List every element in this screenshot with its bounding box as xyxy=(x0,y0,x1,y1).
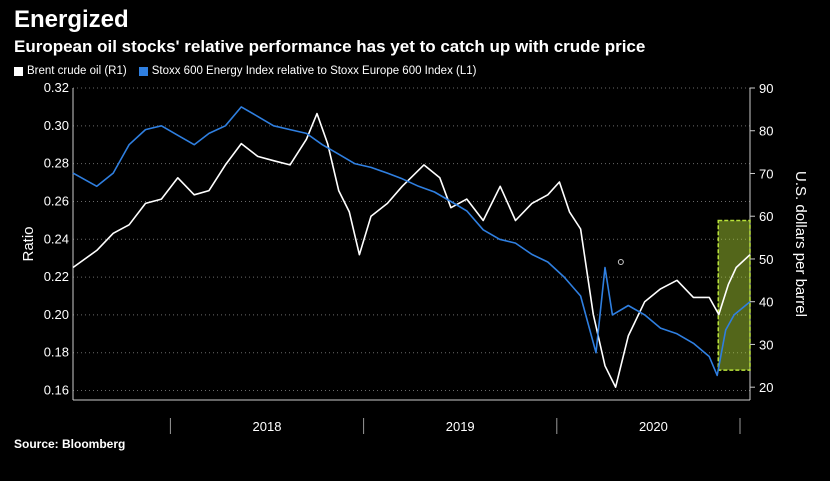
y-left-tick-label: 0.28 xyxy=(44,156,69,171)
legend-label-brent: Brent crude oil (R1) xyxy=(27,65,127,77)
y-right-tick-label: 30 xyxy=(759,337,773,352)
y-left-tick-label: 0.30 xyxy=(44,118,69,133)
y-right-tick-label: 40 xyxy=(759,295,773,310)
series-line-stoxx xyxy=(72,106,751,377)
y-left-tick-label: 0.32 xyxy=(44,80,69,95)
source-note: Source: Bloomberg xyxy=(14,437,126,451)
y-right-tick-label: 50 xyxy=(759,252,773,267)
x-tick-label: 2018 xyxy=(253,419,282,434)
y-right-tick-label: 60 xyxy=(759,209,773,224)
y-left-tick-label: 0.16 xyxy=(44,383,69,398)
legend-swatch-stoxx xyxy=(138,66,148,76)
annotation-marker xyxy=(617,258,624,265)
legend-item-stoxx: Stoxx 600 Energy Index relative to Stoxx… xyxy=(138,65,477,77)
series-line-brent xyxy=(72,112,751,389)
legend: Brent crude oil (R1) Stoxx 600 Energy In… xyxy=(14,65,476,77)
y-left-tick-label: 0.18 xyxy=(44,345,69,360)
x-tick-label: 2020 xyxy=(639,419,668,434)
x-tick-label: 2019 xyxy=(446,419,475,434)
chart-subtitle: European oil stocks' relative performanc… xyxy=(14,37,646,56)
y-left-tick-label: 0.22 xyxy=(44,269,69,284)
y-left-tick-label: 0.20 xyxy=(44,307,69,322)
y-left-tick-label: 0.24 xyxy=(44,231,69,246)
y-left-axis-title: Ratio xyxy=(20,226,37,261)
y-right-tick-label: 90 xyxy=(759,81,773,96)
y-right-axis-title: U.S. dollars per barrel xyxy=(792,171,809,317)
y-right-tick-label: 20 xyxy=(759,380,773,395)
chart-title: Energized xyxy=(14,6,129,33)
legend-swatch-brent xyxy=(14,66,23,76)
y-left-tick-label: 0.26 xyxy=(44,193,69,208)
legend-item-brent: Brent crude oil (R1) xyxy=(14,65,127,77)
legend-label-stoxx: Stoxx 600 Energy Index relative to Stoxx… xyxy=(151,65,477,77)
y-right-tick-label: 80 xyxy=(759,124,773,139)
y-right-tick-label: 70 xyxy=(759,166,773,181)
